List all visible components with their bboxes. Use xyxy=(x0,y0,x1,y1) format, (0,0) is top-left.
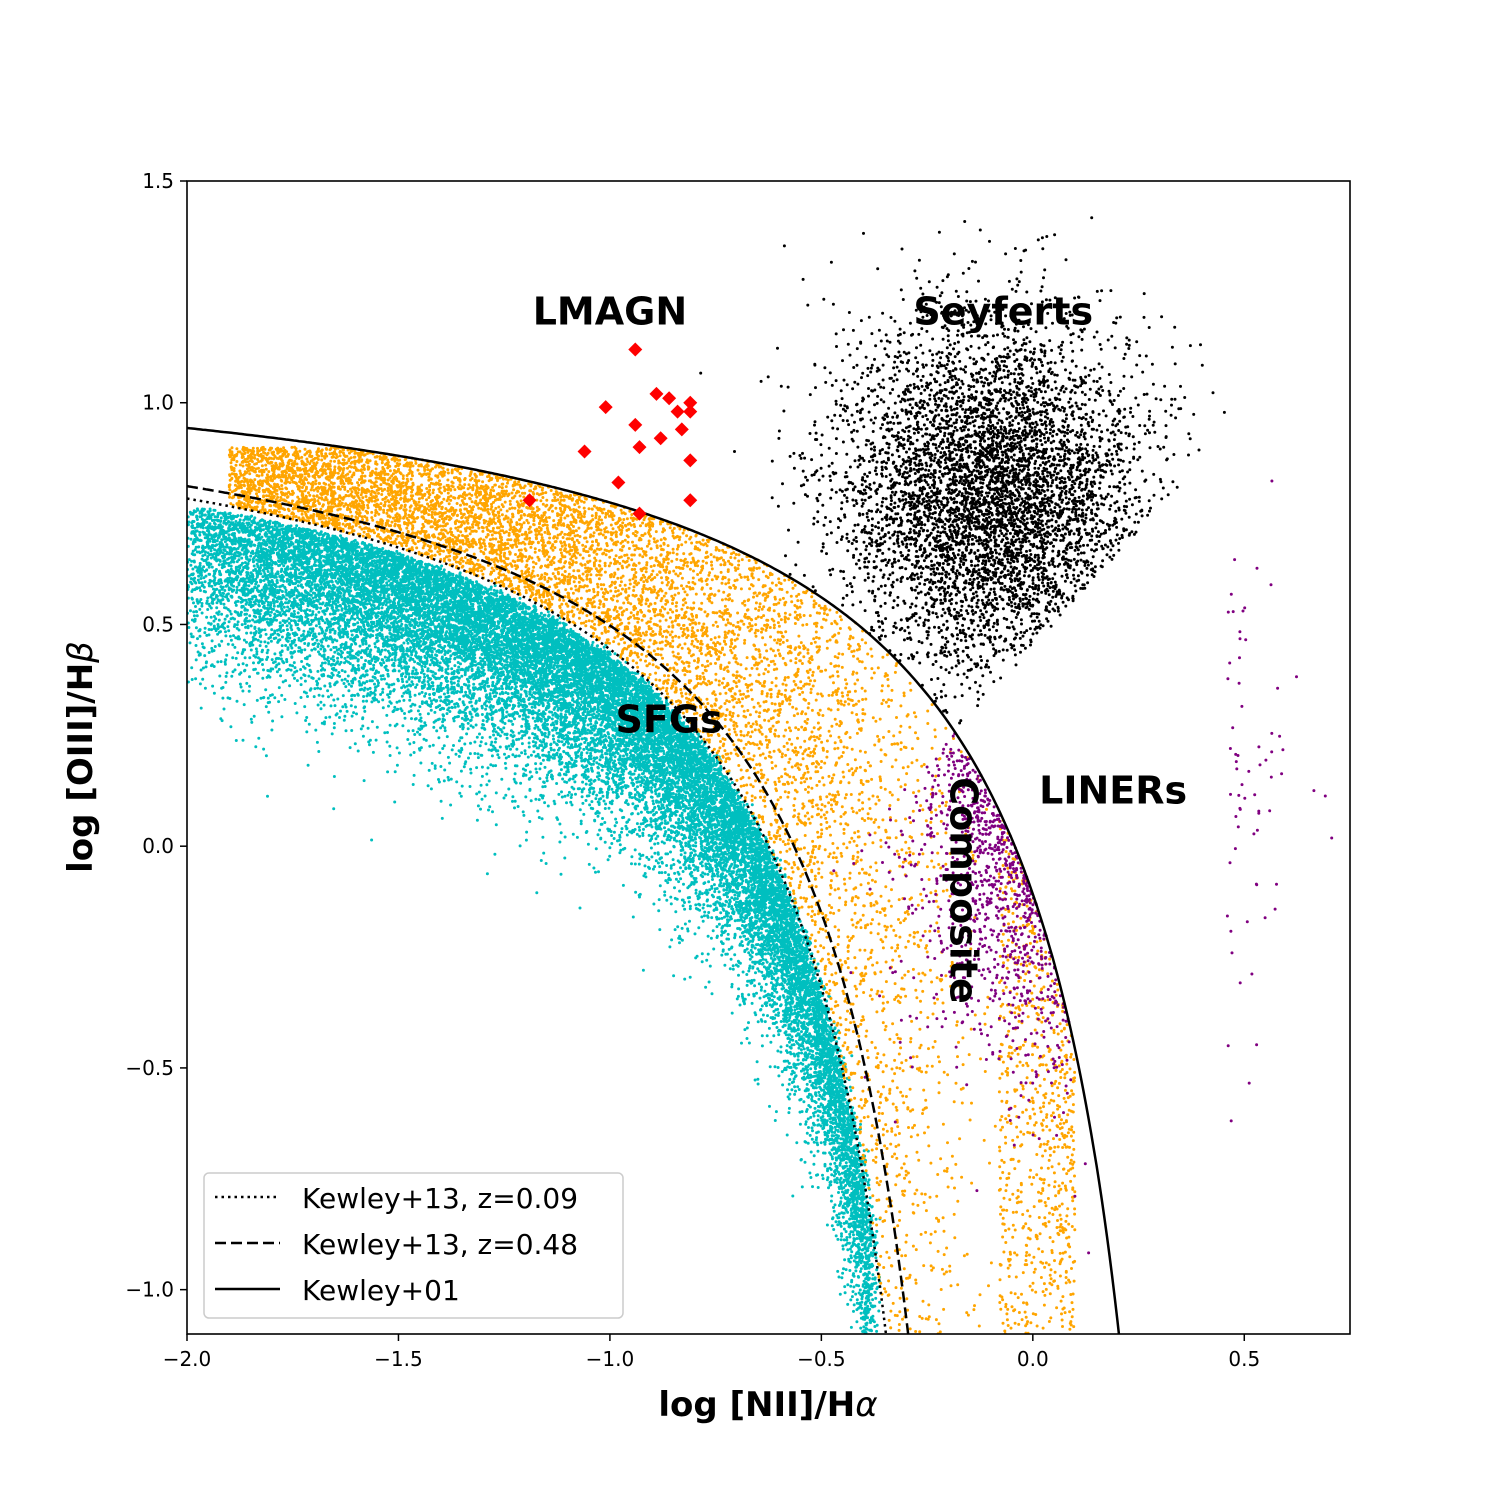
y-axis-title: log [OIII]/Hβ xyxy=(61,641,101,873)
y-tick-label: −1.0 xyxy=(125,1278,174,1302)
y-tick-label: −0.5 xyxy=(125,1056,174,1080)
y-tick-label: 1.5 xyxy=(142,169,174,193)
lmagn-marker xyxy=(611,476,625,490)
x-tick-label: −0.5 xyxy=(797,1347,846,1371)
x-axis-title-greek: α xyxy=(855,1385,877,1425)
y-axis-ticks: −1.0 −0.5 0.0 0.5 1.0 1.5 xyxy=(125,169,187,1302)
lmagn-marker xyxy=(654,431,668,445)
region-label-liners: LINERs xyxy=(1039,768,1187,812)
x-axis-title-main: log [NII]/H xyxy=(658,1385,855,1425)
x-tick-label: −1.0 xyxy=(586,1347,635,1371)
lmagn-marker xyxy=(578,445,592,459)
legend-label-k13-z048: Kewley+13, z=0.48 xyxy=(302,1228,578,1261)
lmagn-marker xyxy=(675,422,689,436)
lmagn-marker xyxy=(683,453,697,467)
lmagn-marker xyxy=(683,493,697,507)
lmagn-marker xyxy=(649,387,663,401)
lmagn-marker xyxy=(633,440,647,454)
lmagn-marker xyxy=(671,405,685,419)
y-tick-label: 1.0 xyxy=(142,391,174,415)
y-axis-title-greek: β xyxy=(61,641,101,664)
lmagn-markers xyxy=(523,343,698,521)
region-label-seyferts: Seyferts xyxy=(913,290,1093,334)
curve-dashed xyxy=(187,486,1022,1467)
region-label-composite: Composite xyxy=(941,777,985,1003)
liner-points xyxy=(832,480,1333,1255)
lmagn-marker xyxy=(662,391,676,405)
y-axis-title-main: log [OIII]/H xyxy=(61,663,101,873)
lmagn-marker xyxy=(683,405,697,419)
lmagn-marker xyxy=(628,343,642,357)
region-label-lmagn: LMAGN xyxy=(533,290,687,334)
legend-label-k01: Kewley+01 xyxy=(302,1274,460,1307)
x-tick-label: −2.0 xyxy=(163,1347,212,1371)
region-label-sfgs: SFGs xyxy=(616,698,723,742)
lmagn-marker xyxy=(599,400,613,414)
x-axis-title: log [NII]/Hα xyxy=(658,1385,877,1425)
x-tick-label: −1.5 xyxy=(374,1347,423,1371)
x-tick-label: 0.5 xyxy=(1228,1347,1260,1371)
x-tick-label: 0.0 xyxy=(1017,1347,1049,1371)
y-tick-label: 0.0 xyxy=(142,834,174,858)
lmagn-marker xyxy=(628,418,642,432)
legend: Kewley+13, z=0.09 Kewley+13, z=0.48 Kewl… xyxy=(204,1173,623,1318)
legend-label-k13-z009: Kewley+13, z=0.09 xyxy=(302,1182,578,1215)
x-axis-ticks: −2.0 −1.5 −1.0 −0.5 0.0 0.5 xyxy=(163,1334,1260,1371)
y-tick-label: 0.5 xyxy=(142,612,174,636)
